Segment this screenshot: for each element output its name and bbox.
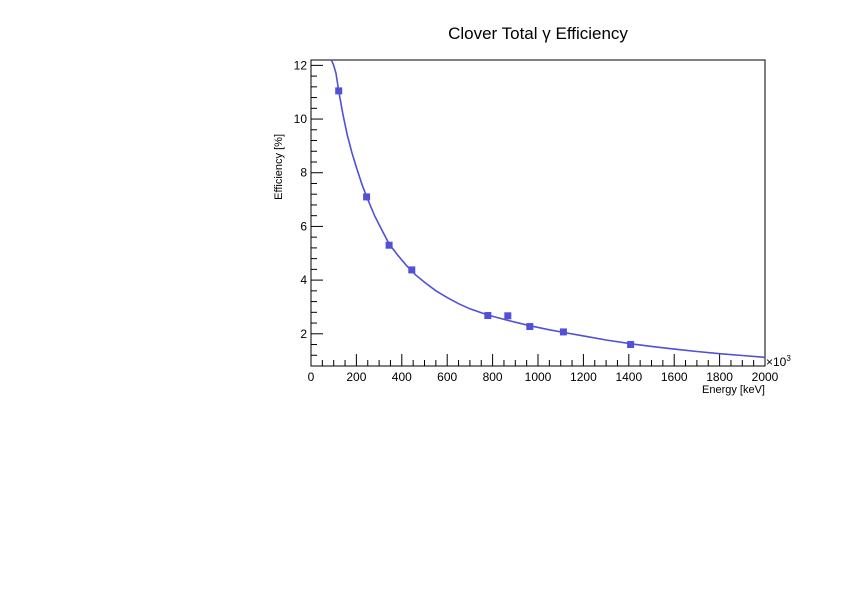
data-point xyxy=(408,266,416,274)
data-point xyxy=(526,323,534,331)
plot-border xyxy=(310,59,766,367)
data-point xyxy=(335,87,343,95)
x-tick-label: 800 xyxy=(483,370,503,384)
fit-curve-layer xyxy=(330,59,766,359)
x-tick-label: 1800 xyxy=(706,370,733,384)
x-axis-multiplier: ×103 xyxy=(766,354,791,369)
y-tick-label: 2 xyxy=(300,327,307,341)
data-point xyxy=(363,193,371,201)
x-tick-label: 1000 xyxy=(525,370,552,384)
data-point xyxy=(504,312,512,320)
data-point xyxy=(627,341,635,349)
plot-frame xyxy=(310,59,766,367)
x-axis-ticks: 0 200 400 600 800 1000 1200 1400 1600 1800 2000 xyxy=(308,354,779,384)
x-axis-multiplier-base: ×10 xyxy=(766,355,787,369)
data-point xyxy=(385,241,393,249)
x-axis-label: Energy [keV] xyxy=(702,384,765,396)
y-tick-label: 4 xyxy=(300,273,307,287)
x-axis-multiplier-exponent: 3 xyxy=(786,354,791,363)
x-tick-label: 1200 xyxy=(570,370,597,384)
y-axis-label: Efficiency [%] xyxy=(273,134,285,200)
x-tick-label: 1400 xyxy=(615,370,642,384)
x-tick-label: 600 xyxy=(437,370,457,384)
x-tick-label: 0 xyxy=(308,370,315,384)
y-tick-label: 8 xyxy=(300,166,307,180)
x-tick-label: 200 xyxy=(346,370,366,384)
y-tick-label: 6 xyxy=(300,219,307,233)
y-axis-ticks: 2 4 6 8 10 12 xyxy=(294,58,323,367)
y-tick-label: 10 xyxy=(294,112,308,126)
x-tick-label: 2000 xyxy=(752,370,779,384)
fit-curve xyxy=(330,59,766,359)
data-point xyxy=(559,328,567,336)
x-tick-label: 1600 xyxy=(661,370,688,384)
data-points-layer xyxy=(335,87,635,349)
x-tick-label: 400 xyxy=(392,370,412,384)
chart-title: Clover Total γ Efficiency xyxy=(448,24,628,43)
y-tick-label: 12 xyxy=(294,58,308,72)
data-point xyxy=(484,312,492,320)
